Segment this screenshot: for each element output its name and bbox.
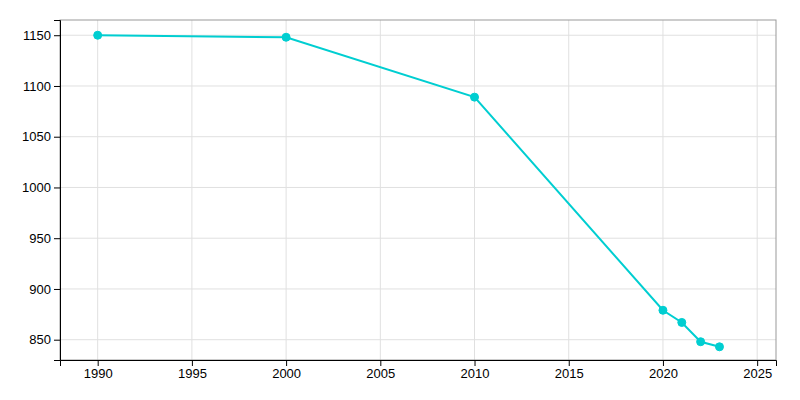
x-axis-tick: 1990 xyxy=(84,360,113,381)
x-axis-tick-label: 1995 xyxy=(178,366,207,381)
x-axis-tick-mark xyxy=(286,360,287,366)
point xyxy=(659,306,667,314)
x-axis-tick-mark xyxy=(192,360,193,366)
grid xyxy=(60,20,776,360)
grid-line-x xyxy=(97,20,98,360)
y-axis-tick-label: 900 xyxy=(29,282,51,297)
point xyxy=(94,31,102,39)
x-axis-tick-label: 2000 xyxy=(272,366,301,381)
series xyxy=(94,31,724,351)
grid-line-x xyxy=(191,20,192,360)
x-axis-tick-mark xyxy=(663,360,664,366)
x-axis-tick-label: 2020 xyxy=(649,366,678,381)
x-axis-tick: 2020 xyxy=(649,360,678,381)
grid-line-y xyxy=(60,187,776,188)
grid-line-x xyxy=(757,20,758,360)
y-axis-tick: 1050 xyxy=(22,129,60,144)
y-axis-tick-label: 850 xyxy=(29,332,51,347)
y-axis-tick-mark xyxy=(54,238,60,239)
grid-line-x xyxy=(474,20,475,360)
x-axis-tick-mark xyxy=(569,360,570,366)
x-axis: 1990 1995 2000 2005 2010 2015 2020 2025 xyxy=(61,360,777,381)
point xyxy=(715,343,723,351)
chart: 1990 1995 2000 2005 2010 2015 2020 2025 850 900 95… xyxy=(0,0,800,400)
y-axis-tick: 1100 xyxy=(23,79,60,94)
x-axis-tick-mark xyxy=(380,360,381,366)
y-axis-tick-label: 1150 xyxy=(23,28,51,43)
grid-line-y xyxy=(60,238,776,239)
grid-line-y xyxy=(60,136,776,137)
y-axis-tick-mark xyxy=(54,137,60,138)
y-axis-tick-label: 1000 xyxy=(22,180,51,195)
y-axis-tick: 850 xyxy=(29,332,60,347)
y-axis-tick-mark xyxy=(54,187,60,188)
x-axis-tick: 2000 xyxy=(272,360,301,381)
grid-line-x xyxy=(568,20,569,360)
x-axis-tick: 2010 xyxy=(461,360,490,381)
point xyxy=(282,33,290,41)
y-axis-line xyxy=(54,21,61,361)
y-axis-tick-mark xyxy=(54,340,60,341)
x-axis-line xyxy=(61,361,777,367)
line xyxy=(98,35,720,347)
grid-line-x xyxy=(380,20,381,360)
x-axis-tick-label: 2005 xyxy=(366,366,395,381)
x-axis-tick: 2015 xyxy=(555,360,584,381)
x-axis-tick: 1995 xyxy=(178,360,207,381)
y-axis-tick-mark xyxy=(54,35,60,36)
x-axis-tick-mark xyxy=(98,360,99,366)
grid-line-y xyxy=(60,85,776,86)
y-axis-tick-label: 1050 xyxy=(22,129,51,144)
y-axis-tick-mark xyxy=(54,86,60,87)
x-axis-tick-label: 2025 xyxy=(743,366,772,381)
x-axis-tick-label: 2010 xyxy=(461,366,490,381)
x-axis-tick-mark xyxy=(475,360,476,366)
y-axis-tick: 900 xyxy=(29,282,60,297)
y-axis: 850 900 950 1000 1050 1100 1150 xyxy=(22,21,60,361)
x-axis-tick-label: 2015 xyxy=(555,366,584,381)
grid-line-y xyxy=(60,288,776,289)
point xyxy=(678,318,686,326)
x-axis-tick-label: 1990 xyxy=(84,366,113,381)
x-axis-tick-mark xyxy=(757,360,758,366)
plot-frame xyxy=(60,20,776,360)
point xyxy=(471,93,479,101)
grid-line-x xyxy=(286,20,287,360)
y-axis-tick: 1000 xyxy=(22,180,60,195)
y-axis-tick: 950 xyxy=(29,231,60,246)
y-axis-tick: 1150 xyxy=(23,28,60,43)
y-axis-tick-mark xyxy=(54,289,60,290)
grid-line-y xyxy=(60,339,776,340)
y-axis-tick-label: 950 xyxy=(29,231,51,246)
plot: 1990 1995 2000 2005 2010 2015 2020 2025 850 900 95… xyxy=(22,20,776,381)
x-axis-tick: 2025 xyxy=(743,360,772,381)
x-axis-tick: 2005 xyxy=(366,360,395,381)
y-axis-tick-label: 1100 xyxy=(23,79,51,94)
point xyxy=(697,338,705,346)
